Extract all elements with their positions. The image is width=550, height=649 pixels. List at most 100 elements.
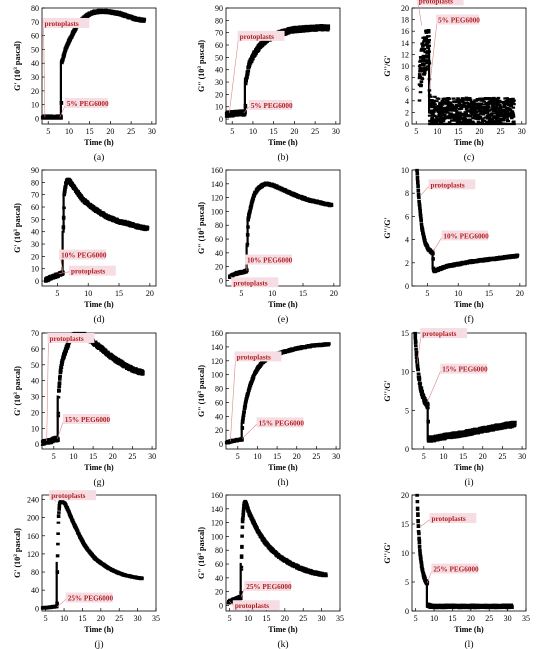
- y-tick-label: 8: [405, 189, 409, 198]
- y-tick-label: 15: [401, 520, 409, 529]
- x-axis-label: Time (h): [268, 463, 298, 472]
- annotation-bg: [231, 277, 279, 288]
- y-tick-label: 160: [27, 532, 39, 541]
- x-tick-label: 20: [290, 127, 298, 136]
- panel-caption-c: (c): [464, 152, 475, 163]
- x-tick-label: 10: [268, 289, 276, 298]
- y-tick-label: 8: [405, 74, 409, 83]
- y-tick-label: 30: [31, 73, 39, 82]
- y-tick-label: 12: [401, 50, 409, 59]
- annotation-leader: [429, 20, 438, 90]
- annotation-leader: [241, 423, 258, 439]
- annotation-label: protoplasts: [419, 0, 453, 5]
- y-tick-label: 40: [31, 228, 39, 237]
- x-axis-label: Time (h): [454, 625, 484, 634]
- x-tick-label: 20: [476, 127, 484, 136]
- annotation-leader: [229, 36, 239, 113]
- x-axis-label: Time (h): [268, 138, 298, 147]
- y-tick-label: 5: [405, 406, 409, 415]
- panel-caption-g: (g): [93, 477, 104, 488]
- series-trace-l: [415, 493, 514, 610]
- y-tick-label: 10: [401, 368, 409, 377]
- panel-caption-e: (e): [278, 314, 289, 325]
- y-tick-label: 18: [401, 16, 409, 25]
- annotation-label: protoplasts: [233, 279, 267, 287]
- annotation-label: 5% PEG6000: [67, 100, 109, 108]
- y-tick-label: 50: [31, 215, 39, 224]
- x-axis-label: Time (h): [454, 138, 484, 147]
- series-trace-f: [415, 168, 520, 274]
- x-tick-label: 15: [459, 452, 467, 461]
- y-tick-label: 70: [31, 191, 39, 200]
- x-tick-label: 5: [55, 289, 59, 298]
- panel-caption-d: (d): [93, 314, 104, 325]
- x-tick-label: 30: [148, 127, 156, 136]
- annotation-bg: [440, 363, 488, 374]
- y-tick-label: 30: [31, 240, 39, 249]
- x-tick-label: 20: [109, 452, 117, 461]
- x-tick-label: 30: [332, 452, 340, 461]
- y-tick-label: 200: [27, 514, 39, 523]
- y-tick-label: 20: [215, 588, 223, 597]
- annotation-bg: [244, 580, 292, 591]
- y-tick-label: 60: [215, 398, 223, 407]
- y-tick-label: 6: [405, 212, 409, 221]
- y-tick-label: 90: [31, 166, 39, 175]
- y-tick-label: 100: [211, 207, 223, 216]
- annotation-label: 25% PEG6000: [68, 595, 114, 603]
- y-tick-label: 10: [31, 101, 39, 110]
- y-tick-label: 4: [405, 97, 409, 106]
- y-tick-label: 0: [35, 604, 39, 613]
- annotation-label: protoplasts: [51, 492, 85, 500]
- x-tick-label: 25: [299, 614, 307, 623]
- x-tick-label: 20: [293, 452, 301, 461]
- y-tick-label: 50: [31, 361, 39, 370]
- x-tick-label: 5: [236, 452, 240, 461]
- y-tick-label: 120: [211, 194, 223, 203]
- y-tick-label: 60: [31, 203, 39, 212]
- x-tick-label: 25: [128, 452, 136, 461]
- y-tick-label: 40: [31, 59, 39, 68]
- x-tick-label: 25: [127, 127, 135, 136]
- x-tick-label: 30: [318, 614, 326, 623]
- x-tick-label: 15: [78, 614, 86, 623]
- panel-e: 5 10 15 20 0 20 40 60 80 100 120 140 160 Time (h) G" (…: [197, 166, 341, 325]
- x-tick-label: 15: [448, 614, 456, 623]
- annotation-bg: [234, 351, 282, 362]
- x-tick-label: 30: [134, 614, 142, 623]
- y-tick-label: 160: [211, 166, 223, 175]
- series-trace-e: [228, 181, 334, 279]
- y-tick-label: 60: [31, 345, 39, 354]
- y-tick-label: 40: [215, 574, 223, 583]
- annotation-bg: [49, 490, 97, 501]
- y-tick-label: 5: [405, 578, 409, 587]
- x-tick-label: 25: [485, 614, 493, 623]
- annotation-label: 15% PEG6000: [65, 416, 111, 424]
- annotation-bg: [42, 17, 90, 28]
- y-tick-label: 20: [401, 491, 409, 500]
- annotation-label: 10% PEG6000: [443, 232, 489, 240]
- y-axis-label: G' (103 pascal): [13, 203, 22, 253]
- plot-frame: [41, 169, 157, 287]
- annotation-label: protoplasts: [235, 602, 269, 610]
- y-tick-label: 10: [31, 424, 39, 433]
- annotation-label: protoplasts: [49, 335, 83, 343]
- x-tick-label: 10: [433, 127, 441, 136]
- panel-caption-f: (f): [464, 314, 474, 325]
- annotation-bg: [237, 30, 285, 41]
- y-axis-label: G" (103 pascal): [197, 365, 206, 417]
- annotation-leader: [230, 357, 236, 442]
- x-tick-label: 25: [311, 127, 319, 136]
- panel-h: 5 10 15 20 25 30 0 20 40 60 80 100 120 140 160 Time (h)…: [197, 329, 341, 488]
- y-tick-label: 140: [211, 180, 223, 189]
- y-axis-label: G" (103 pascal): [197, 527, 206, 579]
- panel-j: 5 10 15 20 25 30 35 0 40 80 120 160 200 240 Time (h) G'…: [13, 490, 160, 649]
- x-tick-label: 20: [467, 614, 475, 623]
- annotation-bg: [416, 0, 464, 6]
- plot-frame: [411, 494, 527, 612]
- annotation-label: protoplasts: [240, 33, 274, 41]
- plot-frame: [225, 7, 341, 125]
- annotation-label: 5% PEG6000: [251, 102, 293, 110]
- annotation-bg: [59, 249, 107, 260]
- annotation-leader: [420, 185, 430, 196]
